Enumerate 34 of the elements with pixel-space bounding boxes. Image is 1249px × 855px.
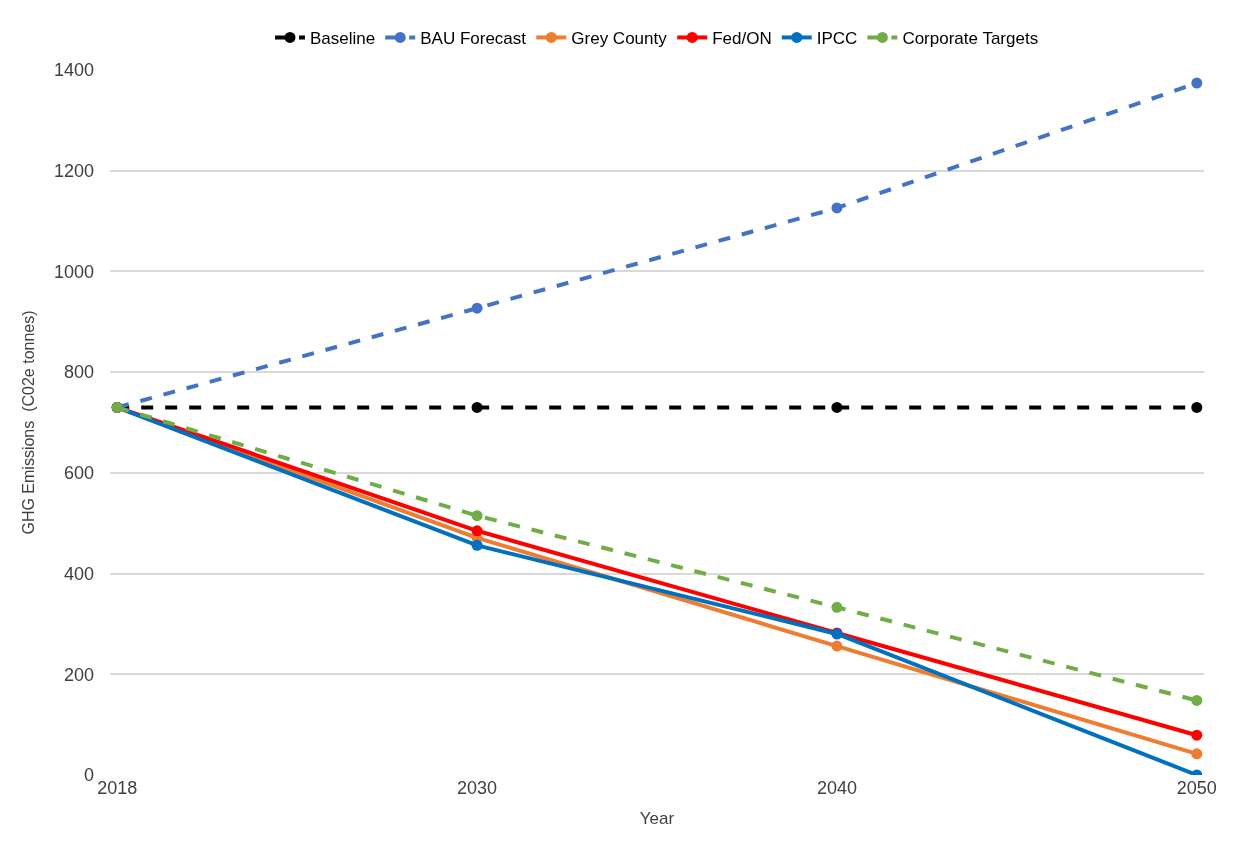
- legend-label: Corporate Targets: [902, 29, 1039, 49]
- y-tick-label: 200: [63, 664, 94, 685]
- point: [471, 302, 483, 314]
- x-tick-label: 2030: [457, 778, 498, 798]
- legend-label: Fed/ON: [712, 29, 772, 49]
- legend-label: IPCC: [816, 29, 858, 49]
- point: [831, 640, 843, 652]
- y-tick-label: 800: [63, 362, 94, 383]
- x-axis-title: Year: [639, 809, 675, 829]
- point: [1191, 729, 1203, 741]
- point: [831, 401, 843, 413]
- point: [831, 202, 843, 214]
- legend-label: Baseline: [310, 29, 376, 49]
- point: [471, 539, 483, 551]
- point: [1191, 401, 1203, 413]
- point: [1191, 694, 1203, 706]
- legend-label: BAU Forecast: [420, 29, 527, 49]
- y-tick-label: 1400: [53, 60, 94, 81]
- y-axis-title: GHG Emissions (C02e tonnes): [19, 310, 37, 535]
- point: [471, 401, 483, 413]
- x-tick-label: 2050: [1176, 778, 1217, 798]
- point: [1191, 748, 1203, 760]
- point: [831, 601, 843, 613]
- point: [471, 525, 483, 537]
- y-tick-label: 1000: [53, 261, 94, 282]
- y-tick-label: 1200: [53, 161, 94, 182]
- legend-label: Grey County: [571, 29, 668, 49]
- y-tick-label: 600: [63, 463, 94, 484]
- x-tick-label: 2018: [97, 778, 138, 798]
- y-tick-label: 400: [63, 563, 94, 584]
- x-tick-label: 2040: [816, 778, 857, 798]
- y-tick-label: 0: [83, 765, 94, 786]
- point: [471, 510, 483, 522]
- point: [1191, 77, 1203, 89]
